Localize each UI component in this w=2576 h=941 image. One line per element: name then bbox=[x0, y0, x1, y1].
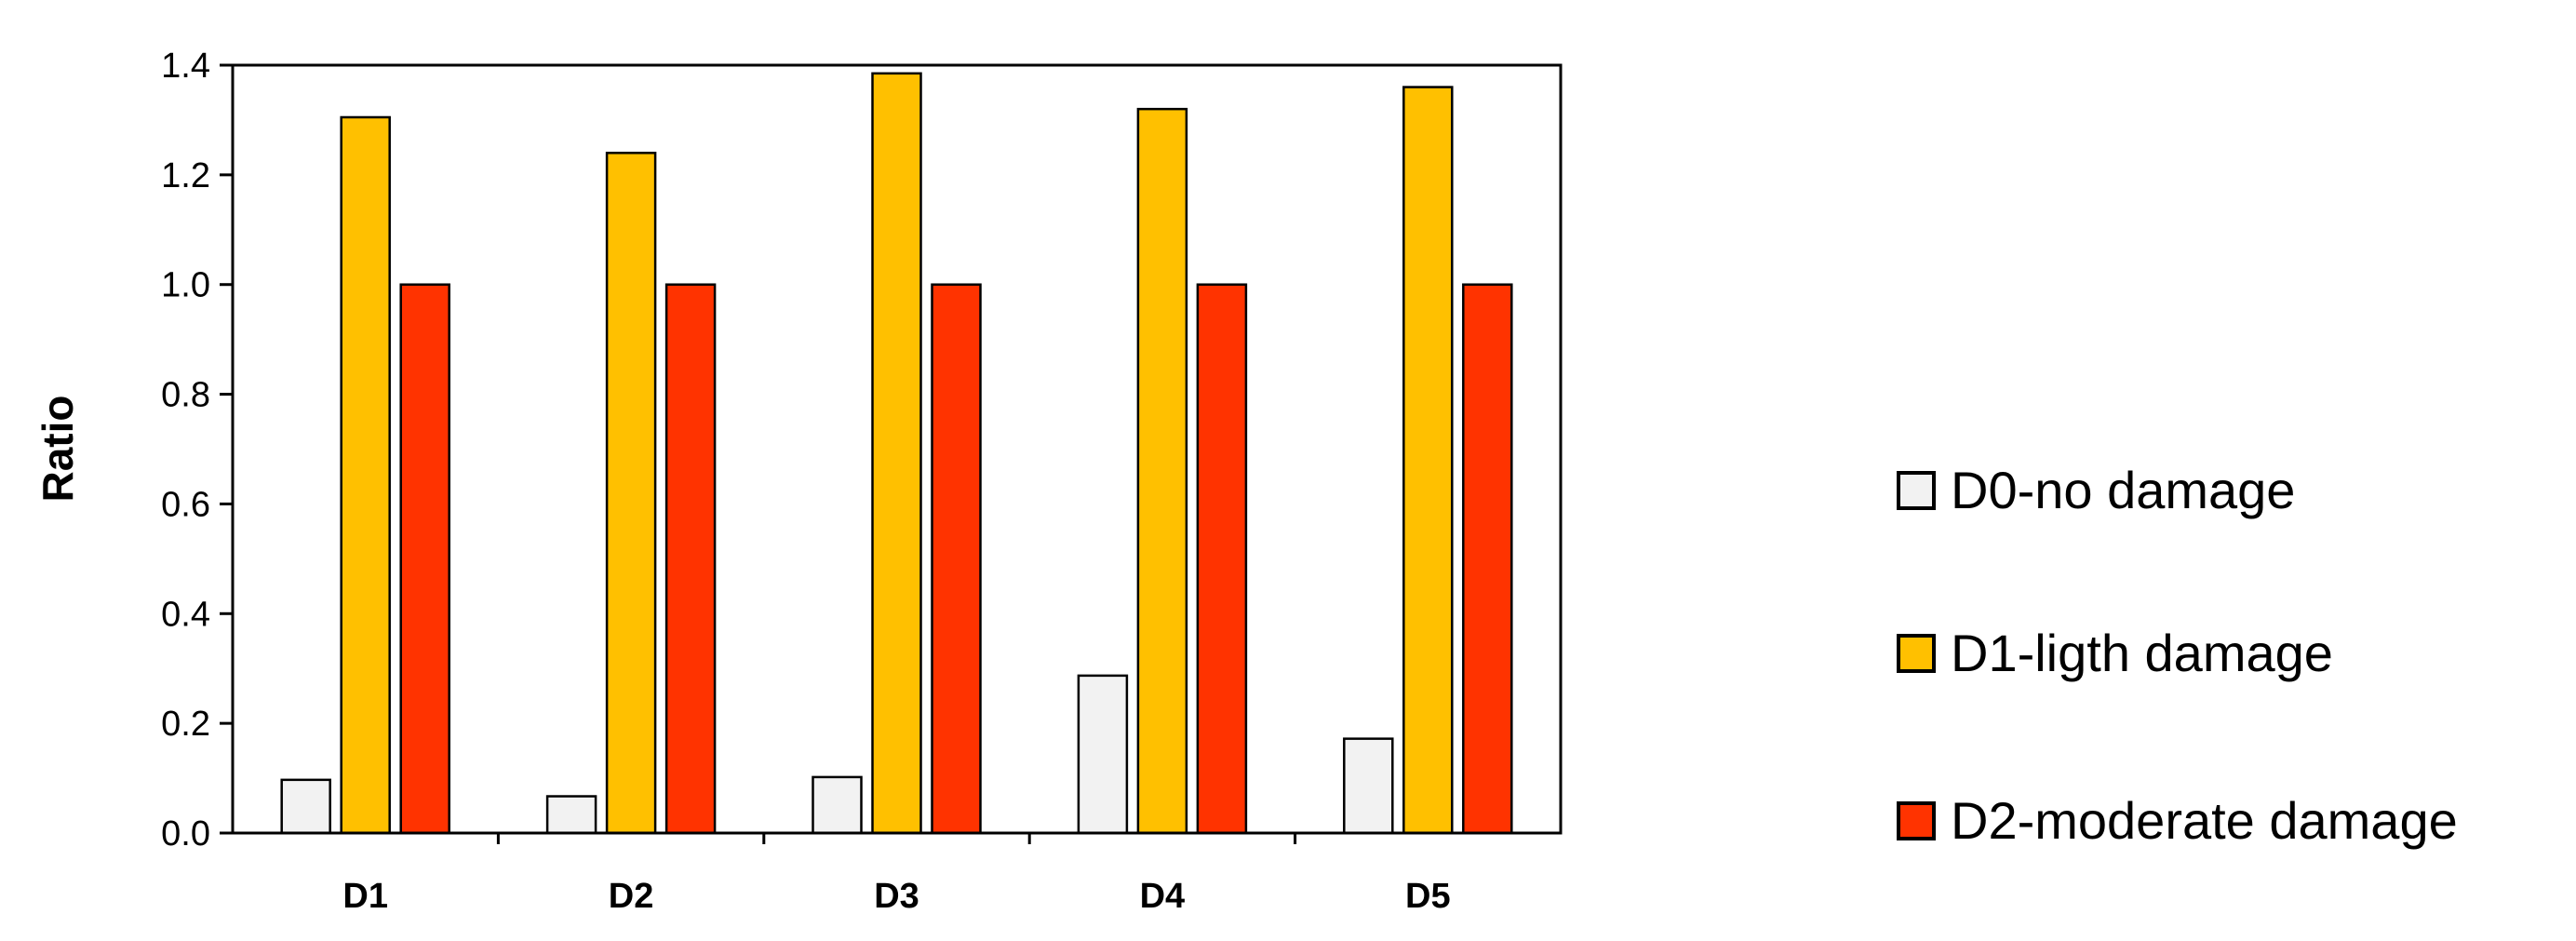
bar-d1-series-2 bbox=[399, 283, 450, 835]
bar-d1-series-1 bbox=[340, 115, 391, 835]
bar-d1-series-0 bbox=[280, 778, 331, 835]
bar-d2-series-1 bbox=[605, 152, 657, 835]
legend-swatch-1 bbox=[1897, 634, 1936, 673]
x-tick-label: D2 bbox=[609, 877, 654, 916]
legend-swatch-2 bbox=[1897, 801, 1936, 840]
bar-d4-series-1 bbox=[1136, 107, 1188, 835]
legend-label-0: D0-no damage bbox=[1951, 461, 2295, 519]
bar-d4-series-0 bbox=[1077, 674, 1129, 835]
bar-d3-series-2 bbox=[931, 283, 982, 835]
y-axis-title: Ratio bbox=[34, 396, 82, 503]
y-tick-label: 0.6 bbox=[161, 485, 210, 524]
legend-swatch-0 bbox=[1897, 471, 1936, 510]
bar-d5-series-1 bbox=[1402, 86, 1454, 835]
y-tick-label: 0.2 bbox=[161, 705, 210, 744]
y-tick-label: 0.0 bbox=[161, 814, 210, 854]
y-axis: 0.0 0.2 0.4 0.6 0.8 1.0 1.2 1.4 bbox=[161, 47, 233, 854]
x-tick-label: D3 bbox=[874, 877, 919, 916]
y-tick-label: 0.4 bbox=[161, 595, 210, 634]
bar-d4-series-2 bbox=[1196, 283, 1248, 835]
bars-layer bbox=[280, 72, 1513, 835]
plot-frame bbox=[231, 63, 1563, 835]
x-tick-label: D1 bbox=[342, 877, 388, 916]
legend-label-1: D1-ligth damage bbox=[1951, 624, 2333, 682]
bar-d2-series-2 bbox=[664, 283, 717, 835]
bar-d2-series-0 bbox=[545, 795, 597, 835]
bar-d5-series-0 bbox=[1343, 737, 1394, 835]
y-tick-label: 1.0 bbox=[161, 266, 210, 305]
y-tick-label: 1.4 bbox=[161, 47, 210, 86]
bar-d3-series-1 bbox=[871, 72, 922, 835]
legend: D0-no damage D1-ligth damage D2-moderate d… bbox=[1897, 461, 2458, 850]
y-tick-label: 1.2 bbox=[161, 156, 210, 195]
y-tick-label: 0.8 bbox=[161, 376, 210, 415]
bar-d3-series-0 bbox=[812, 775, 863, 835]
x-tick-label: D5 bbox=[1405, 877, 1451, 916]
legend-label-2: D2-moderate damage bbox=[1951, 791, 2458, 850]
x-axis: D1 D2 D3 D4 D5 bbox=[342, 833, 1451, 916]
x-tick-label: D4 bbox=[1140, 877, 1186, 916]
bar-d5-series-2 bbox=[1462, 283, 1513, 835]
